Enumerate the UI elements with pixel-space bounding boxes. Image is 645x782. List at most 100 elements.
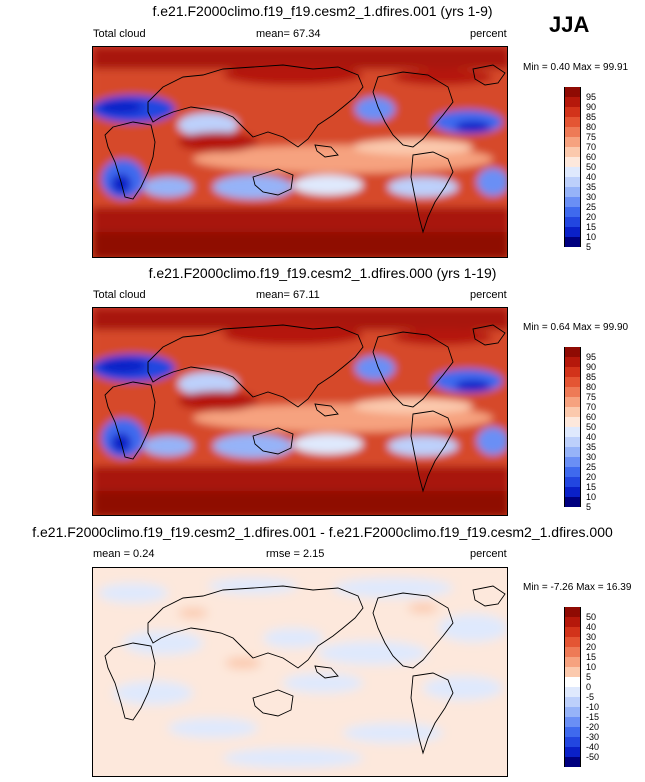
- panel3-tick: 0: [586, 682, 592, 692]
- panel2-swatch: [564, 377, 581, 387]
- panel1-swatch: [564, 227, 581, 237]
- panel3-tick: 30: [586, 632, 597, 642]
- panel3-swatch: [564, 757, 581, 767]
- panel1-tick: 35: [586, 182, 597, 192]
- panel2-tick: 75: [586, 392, 597, 402]
- panel1-tick: 80: [586, 122, 597, 132]
- panel3-map: [92, 567, 508, 777]
- panel2-swatch: [564, 447, 581, 457]
- panel3-tick: 40: [586, 622, 597, 632]
- panel2-tick: 70: [586, 402, 597, 412]
- panel3-swatch: [564, 727, 581, 737]
- panel1-tick: 85: [586, 112, 597, 122]
- panel1-tick: 20: [586, 212, 597, 222]
- panel2-swatch: [564, 367, 581, 377]
- panel1-swatch: [564, 187, 581, 197]
- panel1-tick: 10: [586, 232, 597, 242]
- panel2-swatch: [564, 487, 581, 497]
- panel2-tick: 35: [586, 442, 597, 452]
- panel2-swatch: [564, 417, 581, 427]
- panel3-swatch: [564, 647, 581, 657]
- panel2-swatch: [564, 467, 581, 477]
- panel1-tick: 90: [586, 102, 597, 112]
- panel2-swatch: [564, 477, 581, 487]
- panel1-swatch: [564, 147, 581, 157]
- panel1-tick: 75: [586, 132, 597, 142]
- panel1-swatch: [564, 177, 581, 187]
- panel3-swatch: [564, 737, 581, 747]
- panel1-tick: 60: [586, 152, 597, 162]
- panel2-swatch: [564, 407, 581, 417]
- panel2-mean: mean= 67.11: [256, 289, 320, 301]
- panel1-title: f.e21.F2000climo.f19_f19.cesm2_1.dfires.…: [152, 3, 493, 19]
- panel2-tick: 5: [586, 502, 592, 512]
- panel2-tick: 25: [586, 462, 597, 472]
- panel3-swatch: [564, 657, 581, 667]
- panel2-tick: 95: [586, 352, 597, 362]
- panel2-tick: 30: [586, 452, 597, 462]
- panel1-swatch: [564, 157, 581, 167]
- panel3-tick: -10: [586, 702, 600, 712]
- panel3-min-max: Min = -7.26 Max = 16.39: [523, 582, 632, 593]
- panel3-tick: -40: [586, 742, 600, 752]
- panel1-tick: 25: [586, 202, 597, 212]
- panel3-tick: 50: [586, 612, 597, 622]
- panel1-swatch: [564, 127, 581, 137]
- panel1-mean: mean= 67.34: [256, 28, 321, 40]
- panel2-tick: 80: [586, 382, 597, 392]
- panel2-swatch: [564, 437, 581, 447]
- panel2-tick: 85: [586, 372, 597, 382]
- panel2-tick: 50: [586, 422, 597, 432]
- panel3-swatch: [564, 607, 581, 617]
- panel2-swatch: [564, 397, 581, 407]
- panel3-swatch: [564, 717, 581, 727]
- panel2-map: [92, 307, 508, 516]
- panel1-units: percent: [470, 28, 507, 40]
- panel2-min-max: Min = 0.64 Max = 99.90: [523, 322, 629, 333]
- panel3-tick: -30: [586, 732, 600, 742]
- panel1-swatch: [564, 117, 581, 127]
- panel1-swatch: [564, 217, 581, 227]
- panel2-tick: 60: [586, 412, 597, 422]
- panel3-tick: -50: [586, 752, 600, 762]
- panel3-tick: -20: [586, 722, 600, 732]
- panel3-tick: 15: [586, 652, 597, 662]
- panel2-swatch: [564, 357, 581, 367]
- panel2-variable-label: Total cloud: [93, 289, 146, 301]
- panel1-tick: 70: [586, 142, 597, 152]
- panel1-swatch: [564, 197, 581, 207]
- panel1-min-max: Min = 0.40 Max = 99.91: [523, 62, 629, 73]
- panel1-tick: 15: [586, 222, 597, 232]
- panel1-swatch: [564, 237, 581, 247]
- panel2-swatch: [564, 497, 581, 507]
- panel1-tick: 95: [586, 92, 597, 102]
- panel1-swatch: [564, 87, 581, 97]
- panel1-variable-label: Total cloud: [93, 28, 146, 40]
- panel3-swatch: [564, 667, 581, 677]
- panel3-tick: -15: [586, 712, 600, 722]
- panel2-tick: 10: [586, 492, 597, 502]
- panel3-tick: 10: [586, 662, 597, 672]
- panel2-swatch: [564, 347, 581, 357]
- season-label: JJA: [549, 12, 590, 37]
- panel1-tick: 5: [586, 242, 592, 252]
- panel3-swatch: [564, 677, 581, 687]
- panel3-tick: 5: [586, 672, 592, 682]
- panel3-swatch: [564, 627, 581, 637]
- panel3-units: percent: [470, 548, 507, 560]
- panel1-swatch: [564, 167, 581, 177]
- panel1-map: [92, 46, 508, 258]
- panel2-tick: 20: [586, 472, 597, 482]
- panel1-swatch: [564, 97, 581, 107]
- panel2-swatch: [564, 427, 581, 437]
- panel3-title: f.e21.F2000climo.f19_f19.cesm2_1.dfires.…: [32, 524, 613, 540]
- panel3-swatch: [564, 687, 581, 697]
- panel2-swatch: [564, 387, 581, 397]
- panel2-swatch: [564, 457, 581, 467]
- panel2-tick: 40: [586, 432, 597, 442]
- panel3-swatch: [564, 637, 581, 647]
- panel3-swatch: [564, 617, 581, 627]
- panel3-mean: mean = 0.24: [93, 548, 155, 560]
- panel2-tick: 15: [586, 482, 597, 492]
- panel1-tick: 30: [586, 192, 597, 202]
